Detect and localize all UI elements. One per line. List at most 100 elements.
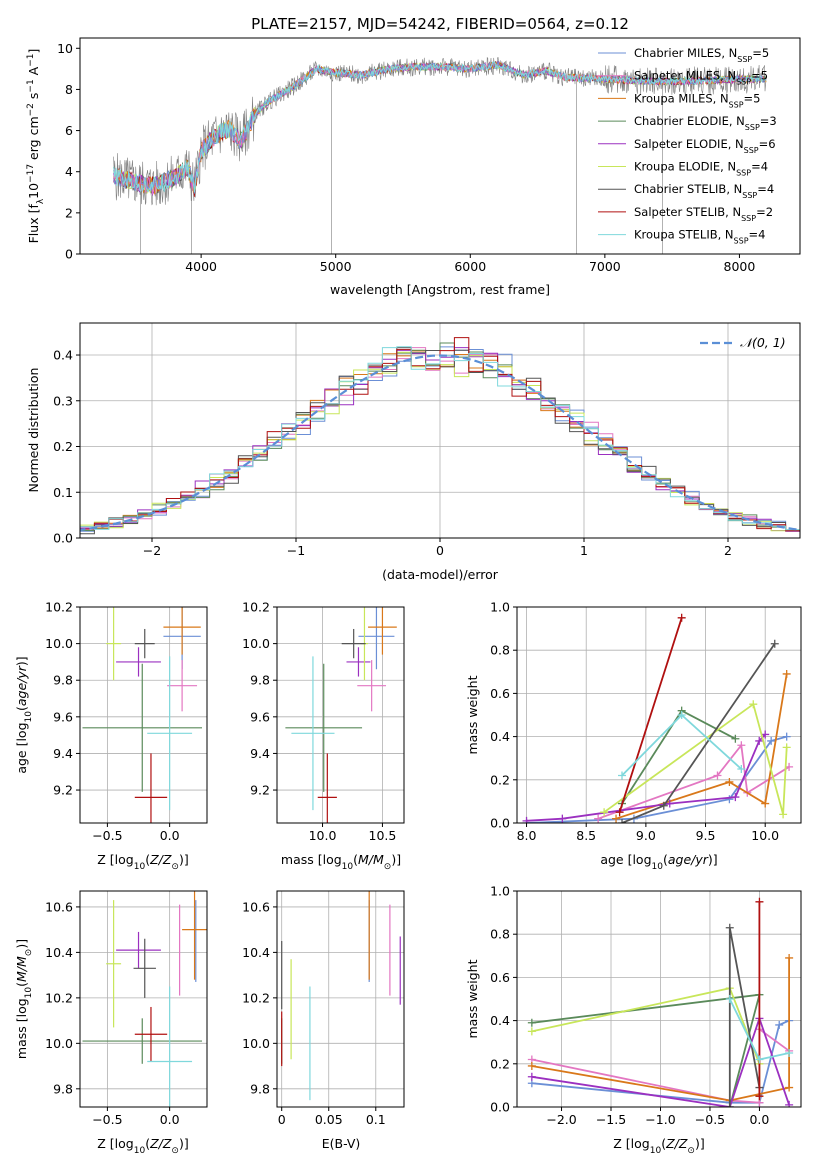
label-part: age [log (600, 852, 651, 867)
legend-entry-sub: SSP (737, 55, 752, 64)
mass-weight-marker (761, 799, 770, 808)
plot-area (82, 607, 203, 823)
mass-weight-marker (775, 1020, 784, 1029)
mass-weight-vs-metallicity-panel: −2.0 −1.5 −1.0 −0.5 0.0 0.0 0.2 0.4 0.6 0.8 1.0 Z [… (465, 884, 802, 1156)
error-point-5 (106, 900, 122, 1028)
error-point-3 (82, 663, 203, 792)
y-tick-label: 10.0 (45, 636, 73, 651)
axes-frame (516, 890, 802, 1108)
error-point-8 (147, 986, 193, 1107)
legend-entry: Kroupa MILES, NSSP=5 (634, 91, 760, 109)
label-part: ⊙ (384, 862, 392, 872)
mass-weight-series-6 (725, 923, 764, 1107)
y-tick-label: 10.2 (45, 600, 73, 615)
error-point-7 (134, 1006, 168, 1062)
legend-entry-suffix: =3 (760, 114, 777, 128)
figure-title: PLATE=2157, MJD=54242, FIBERID=0564, z=0… (251, 15, 629, 33)
grid-lines (80, 891, 207, 1107)
legend-entry-sub: SSP (745, 123, 760, 132)
axes-frame (79, 606, 208, 824)
plot-area (281, 891, 401, 1101)
x-tick-label: 2 (724, 543, 732, 558)
mass-weight-marker (755, 897, 764, 906)
label-part: ( (145, 852, 150, 867)
error-point-7 (317, 753, 337, 823)
y-tick-label: 0.8 (490, 643, 510, 658)
label-part: 10 (342, 862, 354, 872)
mass-weight-series-3 (527, 990, 764, 1107)
y-tick-label: 10.6 (242, 899, 270, 914)
mass-weight-marker (785, 1100, 794, 1107)
label-part: ⊙ (24, 949, 34, 957)
label-part: ( (145, 1136, 150, 1151)
mass-weight-marker (782, 732, 791, 741)
y-tick-label: 9.8 (53, 1081, 73, 1096)
mass-weight-line (615, 673, 788, 820)
error-point-8 (291, 656, 335, 811)
y-tick-label: 0.3 (53, 393, 73, 408)
mass-weight-vs-age-panel: 8.0 8.5 9.0 9.5 10.0 0.0 0.2 0.4 0.6 0.8 1.0 age [l… (465, 600, 802, 872)
label-part: ( (661, 1136, 666, 1151)
label-part: 10 (24, 987, 34, 999)
label-part: 10 (650, 1146, 662, 1156)
label-part: age/yr (668, 852, 709, 867)
label-part: λ (36, 198, 46, 204)
legend-entry: Chabrier MILES, NSSP=5 (634, 46, 769, 64)
x-tick-label: 0.05 (315, 1112, 343, 1127)
error-point-1 (357, 660, 387, 712)
grid-lines (517, 606, 801, 824)
legend-entry-suffix: =5 (751, 69, 768, 83)
mass-weight-marker (782, 743, 791, 752)
mass-weight-marker (725, 777, 734, 786)
y-tick-label: 10.6 (45, 899, 73, 914)
error-point-2 (163, 607, 201, 655)
label-part: )] (14, 939, 29, 949)
mass-weight-marker (761, 730, 770, 739)
legend-entry-text: Chabrier ELODIE, N (634, 114, 745, 128)
mass-weight-series-5 (600, 700, 791, 819)
x-tick-label: −1 (287, 543, 305, 558)
grid-lines (80, 606, 207, 823)
x-axis-label: (data-model)/error (382, 567, 499, 582)
mass-weight-marker (618, 771, 627, 780)
label-part: ( (353, 852, 358, 867)
label-part: )] (695, 1136, 705, 1151)
y-tick-label: 9.8 (250, 673, 270, 688)
ticks: −0.5 0.0 9.2 9.4 9.6 9.8 10.0 10.2 (45, 600, 179, 844)
y-tick-label: 10.0 (45, 1036, 73, 1051)
label-part: ⊙ (687, 1146, 695, 1156)
y-tick-label: 0.6 (490, 686, 510, 701)
label-part: )] (14, 656, 29, 666)
y-tick-label: 0.4 (53, 348, 73, 363)
label-part: age [log (14, 722, 29, 773)
mass-weight-marker (612, 814, 621, 823)
legend-entry-sub: SSP (744, 145, 759, 154)
legend-entry-text: Salpeter MILES, N (634, 69, 736, 83)
x-axis-label: age [log10(age/yr)] (600, 852, 717, 872)
model-fit-line-8 (113, 61, 767, 193)
axes-frame (276, 606, 405, 824)
y-tick-label: 9.6 (53, 709, 73, 724)
label-part: )] (391, 852, 401, 867)
legend-entry-text: Chabrier MILES, N (634, 46, 737, 60)
legend-entry-text: Chabrier STELIB, N (634, 182, 742, 196)
label-part: age/yr (14, 665, 29, 706)
error-point-4 (116, 647, 161, 677)
label-part: ⊙ (171, 862, 179, 872)
label-part: 10 (26, 183, 41, 199)
y-axis-label: Normed distribution (26, 368, 41, 493)
mass-weight-line (531, 993, 761, 1107)
legend-entry-text: Salpeter ELODIE, N (634, 137, 744, 151)
y-tick-label: 0.8 (490, 927, 510, 942)
mass-weight-series-8 (725, 995, 794, 1064)
mass-weight-marker (725, 923, 734, 932)
y-axis-label: mass weight (465, 959, 480, 1038)
x-tick-label: 10.0 (309, 828, 337, 843)
label-part: Z [log (613, 1136, 649, 1151)
label-part: Z/Z (149, 1136, 172, 1151)
mass-weight-marker (677, 613, 686, 622)
y-tick-label: 9.4 (250, 746, 270, 761)
label-part: Z [log (97, 852, 133, 867)
histogram-step-8 (80, 346, 800, 531)
